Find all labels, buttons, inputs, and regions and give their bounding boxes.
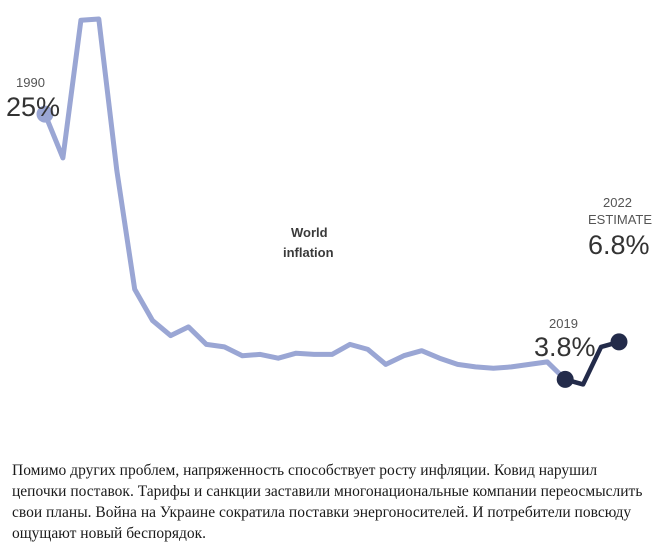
annotation-2022-value: 6.8% bbox=[588, 230, 650, 260]
annotation-2022-year: 2022 bbox=[603, 195, 632, 210]
series-label-line2: inflation bbox=[283, 245, 334, 260]
inflation-chart: 1990 25% 2019 3.8% 2022 ESTIMATE 6.8% Wo… bbox=[6, 16, 652, 388]
point-2022 bbox=[610, 333, 628, 351]
point-2019 bbox=[556, 370, 574, 388]
annotation-2022-sublabel: ESTIMATE bbox=[588, 212, 652, 227]
point-1990 bbox=[36, 105, 54, 123]
annotation-1990-value: 25% bbox=[6, 92, 60, 122]
caption-text: Помимо других проблем, напряженность спо… bbox=[12, 462, 643, 542]
world-inflation-line bbox=[42, 16, 568, 382]
estimate-line bbox=[562, 339, 622, 387]
annotation-2019-year: 2019 bbox=[549, 316, 578, 331]
annotation-1990-year: 1990 bbox=[16, 75, 45, 90]
annotation-2019-value: 3.8% bbox=[534, 332, 596, 362]
series-label-line1: World bbox=[291, 225, 328, 240]
